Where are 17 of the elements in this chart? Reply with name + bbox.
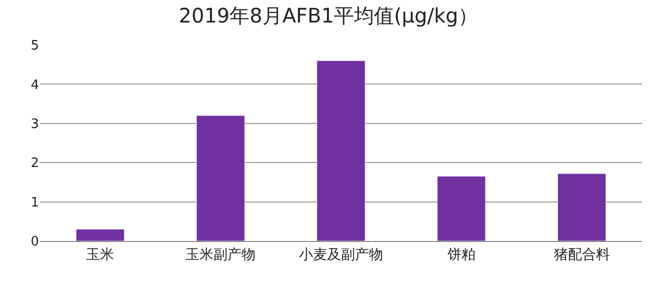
x-tick-label: 猪配合料 [554,246,610,263]
x-tick-label: 玉米 [86,246,114,263]
x-tick-label: 玉米副产物 [186,246,256,263]
x-tick-label: 小麦及副产物 [299,246,383,263]
x-tick-label: 饼粕 [446,246,476,263]
y-tick-label: 5 [30,38,39,54]
y-tick-label: 0 [30,234,39,250]
y-tick-label: 3 [30,116,39,132]
bar [76,228,125,241]
chart-title: 2019年8月AFB1平均值(μg/kg） [178,3,478,28]
y-tick-label: 2 [30,156,39,172]
bar [196,115,245,241]
y-tick-label: 4 [30,78,39,93]
bar [437,176,486,241]
y-tick-label: 1 [30,195,39,210]
bar [557,173,606,241]
bar [316,60,366,241]
